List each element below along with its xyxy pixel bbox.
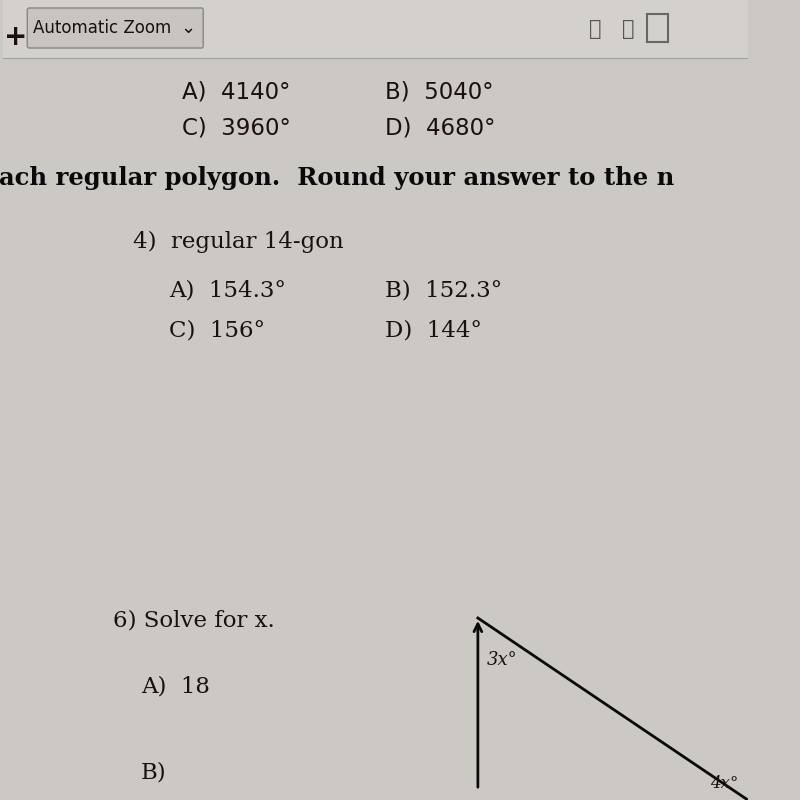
Text: D)  144°: D) 144° [385,319,482,341]
Text: A)  4140°: A) 4140° [182,81,290,103]
Text: 6) Solve for x.: 6) Solve for x. [113,609,274,631]
Text: A)  154.3°: A) 154.3° [169,280,286,302]
Bar [3,0,748,58]
Bar [647,14,668,42]
Text: 🖨: 🖨 [622,19,635,39]
FancyBboxPatch shape [27,8,203,48]
Text: 4x°: 4x° [710,775,738,792]
Text: 3x°: 3x° [487,651,518,669]
Text: B)  5040°: B) 5040° [385,81,494,103]
Text: 📄: 📄 [589,19,602,39]
Text: ach regular polygon.  Round your answer to the n: ach regular polygon. Round your answer t… [0,166,674,190]
Text: +: + [5,23,28,51]
Text: ⌄: ⌄ [180,19,195,37]
Text: 4)  regular 14-gon: 4) regular 14-gon [134,231,344,253]
Text: B)  152.3°: B) 152.3° [385,280,502,302]
Text: C)  156°: C) 156° [169,319,265,341]
Text: Automatic Zoom: Automatic Zoom [33,19,171,37]
Text: B): B) [141,762,166,784]
Text: C)  3960°: C) 3960° [182,117,290,139]
Text: D)  4680°: D) 4680° [385,117,495,139]
Text: A)  18: A) 18 [141,676,210,698]
